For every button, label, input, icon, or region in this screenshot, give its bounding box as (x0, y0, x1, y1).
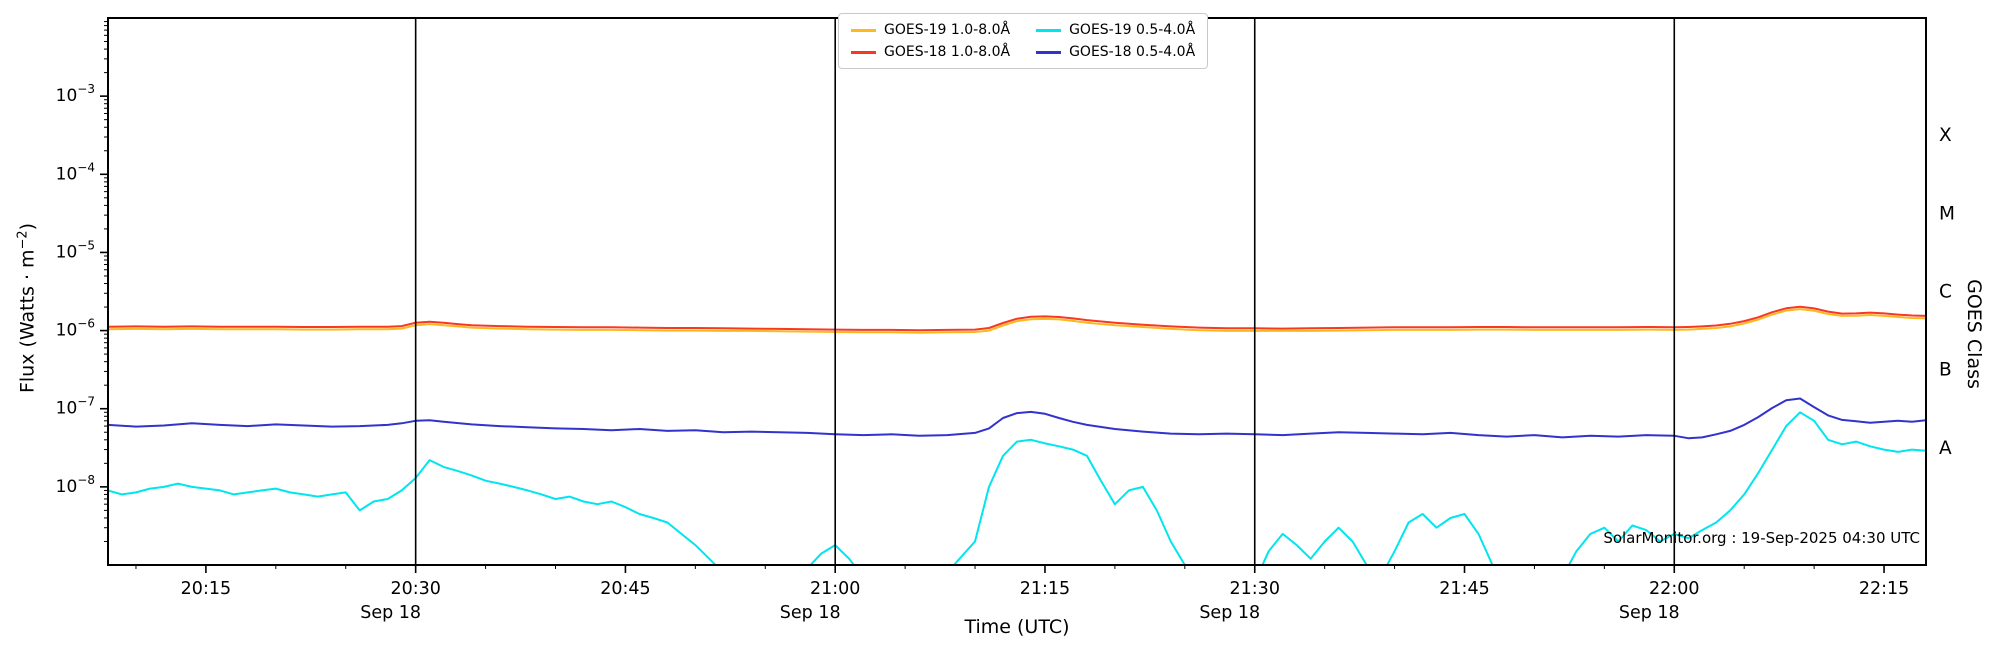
x-tick-label: 21:45 (1439, 579, 1489, 599)
right-axis-title: GOES Class (1963, 279, 1985, 389)
axis-ticks-group: 20:15 20:30 20:45 21:00 21:15 21:30 21:45 22:00… (56, 21, 1909, 599)
y-tick-label: 10−3 (56, 82, 95, 106)
y-tick-label: 10−8 (56, 473, 95, 497)
legend-entry-goes19-short: GOES-19 0.5-4.0Å (1036, 22, 1195, 38)
legend-line-swatch-goes18-short (1036, 50, 1062, 54)
x-tick-label: 22:15 (1859, 579, 1909, 599)
goes-class-label-a: A (1939, 438, 1952, 459)
goes-class-labels-group: X M C B A (1939, 125, 1955, 459)
x-axis-title: Time (UTC) (964, 616, 1070, 638)
y-axis-title-superscript: −2 (15, 230, 31, 250)
x-tick-label: 20:45 (600, 579, 650, 599)
date-label: Sep 18 (1619, 603, 1680, 623)
series-line-goes18-short (108, 397, 1926, 440)
x-tick-label: 20:30 (390, 579, 440, 599)
series-line-goes18-long (108, 305, 1926, 332)
date-label: Sep 18 (780, 603, 841, 623)
y-axis-title: Flux (Watts · m−2) (15, 223, 38, 393)
y-tick-label: 10−7 (56, 395, 95, 419)
legend-label: GOES-19 1.0-8.0Å (884, 22, 1011, 38)
y-tick-label: 10−4 (56, 160, 95, 184)
x-tick-label: 21:15 (1020, 579, 1070, 599)
date-label: Sep 18 (1199, 603, 1260, 623)
legend-label: GOES-18 0.5-4.0Å (1069, 44, 1196, 60)
goes-class-label-b: B (1939, 360, 1952, 381)
legend-label: GOES-18 1.0-8.0Å (884, 44, 1011, 60)
legend-line-swatch-goes18-long (851, 50, 876, 54)
goes-class-label-m: M (1939, 203, 1955, 224)
x-tick-label: 21:30 (1230, 579, 1280, 599)
legend-line-swatch-goes19-long (851, 28, 876, 32)
y-axis-title-close: ) (16, 222, 39, 231)
x-tick-label: 21:00 (810, 579, 860, 599)
y-tick-label: 10−5 (56, 238, 95, 262)
legend-entry-goes19-long: GOES-19 1.0-8.0Å (851, 22, 1010, 38)
series-line-goes19-long (108, 308, 1926, 334)
legend-entry-goes18-short: GOES-18 0.5-4.0Å (1036, 44, 1195, 60)
legend-line-swatch-goes19-short (1036, 28, 1062, 32)
x-tick-label: 22:00 (1649, 579, 1699, 599)
legend-entry-goes18-long: GOES-18 1.0-8.0Å (851, 44, 1010, 60)
goes-class-label-c: C (1939, 282, 1952, 303)
x-tick-label: 20:15 (181, 579, 231, 599)
legend: GOES-19 1.0-8.0Å GOES-18 1.0-8.0Å GOES-1… (838, 13, 1209, 69)
y-axis-title-text: Flux (Watts · m (16, 249, 39, 394)
plot-frame (107, 17, 1927, 566)
y-tick-label: 10−6 (56, 317, 95, 341)
series-group (108, 305, 1926, 565)
legend-label: GOES-19 0.5-4.0Å (1069, 22, 1196, 38)
series-line-goes19-short (108, 411, 1926, 565)
goes-class-label-x: X (1939, 125, 1952, 146)
watermark-text: SolarMonitor.org : 19-Sep-2025 04:30 UTC (1603, 529, 1920, 547)
date-lines-group: Sep 18 Sep 18 Sep 18 Sep 18 (360, 18, 1680, 623)
date-label: Sep 18 (360, 603, 421, 623)
